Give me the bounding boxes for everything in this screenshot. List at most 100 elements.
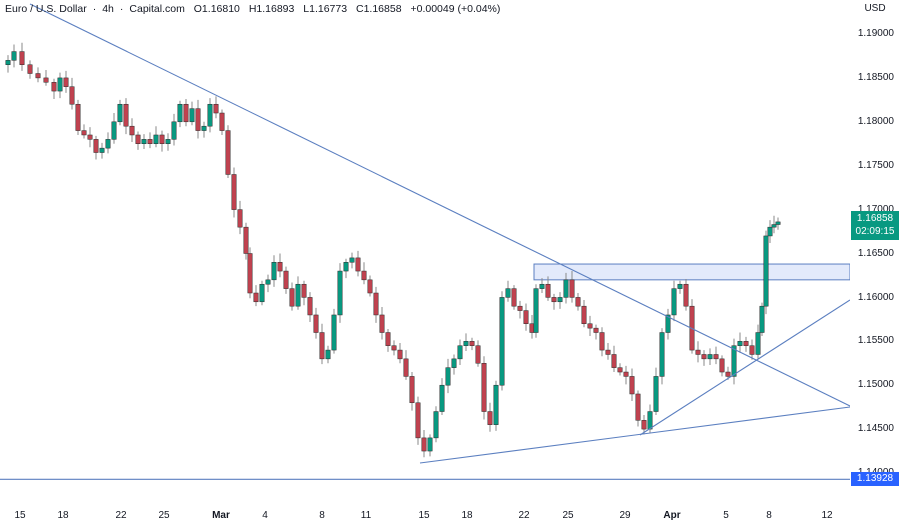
trendline[interactable] xyxy=(29,3,850,407)
candle-body xyxy=(421,437,427,452)
time-tick-label: 8 xyxy=(766,510,772,521)
candle-body xyxy=(349,257,355,263)
candle-body xyxy=(671,288,677,316)
candle-body xyxy=(63,77,69,87)
candle-body xyxy=(361,270,367,281)
candle-body xyxy=(517,305,523,311)
symbol-name[interactable]: Euro / U.S. Dollar xyxy=(5,3,87,15)
candle-body xyxy=(731,345,737,377)
time-tick-label: 15 xyxy=(14,510,26,521)
price-axis[interactable]: 1.19000 1.18500 1.18000 1.17500 1.17000 1.165… xyxy=(850,0,900,500)
time-tick-label: Apr xyxy=(663,510,681,521)
candle-body xyxy=(755,332,761,355)
candle-body xyxy=(237,209,243,228)
candle-body xyxy=(743,341,749,346)
candle-body xyxy=(581,305,587,324)
candle-body xyxy=(171,121,177,140)
ohlc-low: L1.16773 xyxy=(303,3,348,15)
price-tick-label: 1.14500 xyxy=(857,423,894,434)
candle-body xyxy=(355,257,361,272)
candle-body xyxy=(659,332,665,377)
candle-body xyxy=(701,354,707,360)
candle-body xyxy=(111,121,117,140)
trendline[interactable] xyxy=(419,406,850,464)
candle-body xyxy=(43,77,49,83)
candle-body xyxy=(635,393,641,421)
candle-body xyxy=(391,345,397,351)
price-tick-label: 1.17000 xyxy=(857,204,894,215)
candle-body xyxy=(289,288,295,307)
candle-body xyxy=(487,411,493,425)
candlestick-chart[interactable] xyxy=(0,0,850,500)
candle-body xyxy=(295,283,301,307)
candle-body xyxy=(51,82,57,92)
price-tick-label: 1.17500 xyxy=(857,160,894,171)
price-tick-label: 1.18500 xyxy=(857,72,894,83)
candle-body xyxy=(499,297,505,386)
candle-body xyxy=(457,345,463,360)
candle-body xyxy=(195,108,201,131)
candle-body xyxy=(325,349,331,360)
candle-body xyxy=(587,323,593,329)
candle-body xyxy=(367,279,373,294)
separator: · xyxy=(92,3,97,15)
candle-body xyxy=(87,134,93,140)
trendline[interactable] xyxy=(639,299,850,436)
candle-body xyxy=(283,270,289,289)
candle-body xyxy=(695,349,701,355)
time-tick-label: 4 xyxy=(262,510,268,521)
candle-body xyxy=(243,226,249,254)
time-tick-label: 25 xyxy=(158,510,170,521)
candle-body xyxy=(533,288,539,333)
ohlc-open: O1.16810 xyxy=(193,3,240,15)
candle-body xyxy=(557,297,563,303)
candle-body xyxy=(737,341,743,346)
candle-body xyxy=(481,363,487,412)
candle-body xyxy=(117,103,123,123)
data-source: Capital.com xyxy=(129,3,185,15)
candle-body xyxy=(575,297,581,307)
price-tick-label: 1.18000 xyxy=(857,116,894,127)
candle-body xyxy=(771,224,777,228)
candle-body xyxy=(725,371,731,377)
candle-body xyxy=(75,103,81,131)
candle-body xyxy=(253,292,259,303)
time-tick-label: 18 xyxy=(461,510,473,521)
candle-body xyxy=(439,384,445,412)
candle-body xyxy=(183,103,189,123)
candle-body xyxy=(129,125,135,136)
candle-body xyxy=(207,103,213,127)
candle-body xyxy=(81,130,87,136)
candle-body xyxy=(529,323,535,333)
candle-body xyxy=(593,327,599,333)
candle-body xyxy=(5,60,11,65)
time-tick-label: 29 xyxy=(619,510,631,521)
resistance-zone[interactable] xyxy=(533,263,850,281)
candle-body xyxy=(19,51,25,65)
chart-area[interactable] xyxy=(0,0,850,500)
candle-body xyxy=(617,367,623,373)
candle-body xyxy=(677,283,683,289)
candle-body xyxy=(177,103,183,123)
candle-body xyxy=(159,134,165,145)
candle-body xyxy=(141,139,147,145)
candle-body xyxy=(379,314,385,333)
candle-body xyxy=(105,139,111,149)
candle-body xyxy=(57,77,63,92)
candle-body xyxy=(719,358,725,373)
candle-body xyxy=(767,226,773,237)
time-axis[interactable]: 15 18 22 25 Mar 4 8 11 15 18 22 25 29 Apr 5 8 12 xyxy=(0,500,900,526)
candle-body xyxy=(385,332,391,346)
candle-body xyxy=(337,270,343,316)
interval[interactable]: 4h xyxy=(102,3,114,15)
candle-body xyxy=(213,103,219,114)
candle-body xyxy=(545,283,551,298)
candle-body xyxy=(259,283,265,303)
candle-body xyxy=(219,112,225,131)
candle-body xyxy=(147,139,153,145)
candle-body xyxy=(505,288,511,298)
candle-body xyxy=(123,103,129,127)
candle-body xyxy=(99,147,105,153)
currency-button[interactable]: USD xyxy=(852,0,898,18)
candle-body xyxy=(445,367,451,386)
